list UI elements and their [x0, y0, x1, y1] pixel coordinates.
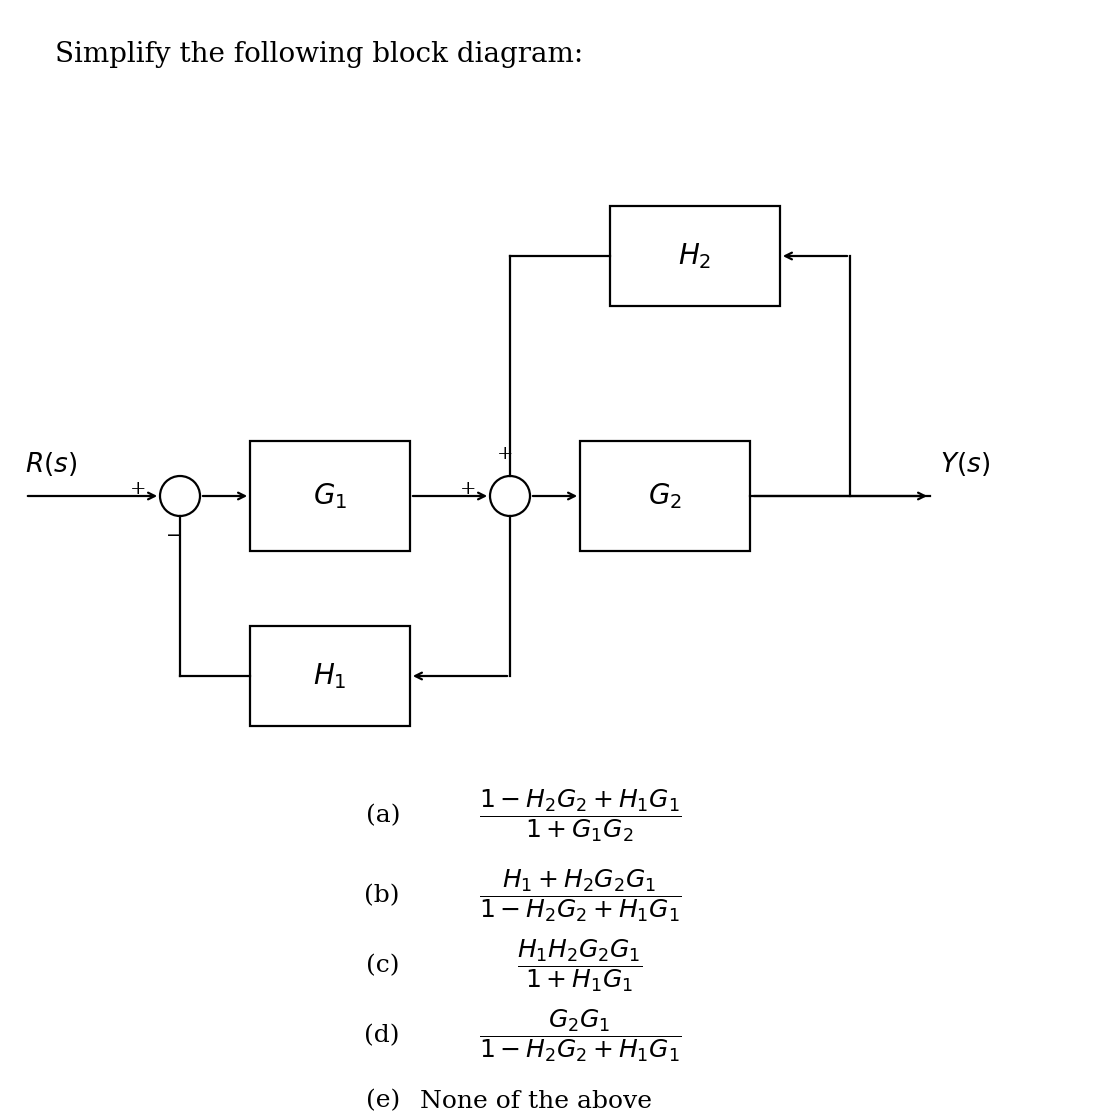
Text: $\dfrac{1-H_2G_2+H_1G_1}{1+G_1G_2}$: $\dfrac{1-H_2G_2+H_1G_1}{1+G_1G_2}$ — [478, 788, 682, 844]
Text: $G_1$: $G_1$ — [313, 481, 347, 511]
Text: None of the above: None of the above — [420, 1089, 652, 1113]
Text: $R(s)$: $R(s)$ — [26, 450, 78, 478]
Text: $\dfrac{H_1H_2G_2G_1}{1+H_1G_1}$: $\dfrac{H_1H_2G_2G_1}{1+H_1G_1}$ — [517, 937, 643, 994]
Text: +: + — [130, 480, 146, 498]
Text: $H_1$: $H_1$ — [313, 661, 347, 691]
Text: (e): (e) — [366, 1089, 400, 1113]
Text: Simplify the following block diagram:: Simplify the following block diagram: — [55, 41, 583, 68]
Text: $H_2$: $H_2$ — [679, 241, 712, 271]
Bar — [250, 626, 410, 727]
Text: $\dfrac{H_1+H_2G_2G_1}{1-H_2G_2+H_1G_1}$: $\dfrac{H_1+H_2G_2G_1}{1-H_2G_2+H_1G_1}$ — [478, 868, 682, 924]
Text: $G_2$: $G_2$ — [648, 481, 682, 511]
Text: (c): (c) — [366, 954, 400, 978]
Text: $-$: $-$ — [165, 525, 181, 543]
Bar — [580, 441, 750, 551]
Text: (d): (d) — [365, 1024, 400, 1048]
Text: $Y(s)$: $Y(s)$ — [940, 450, 990, 478]
Bar — [610, 206, 780, 306]
Text: (a): (a) — [366, 805, 400, 827]
Text: $\dfrac{G_2G_1}{1-H_2G_2+H_1G_1}$: $\dfrac{G_2G_1}{1-H_2G_2+H_1G_1}$ — [478, 1008, 682, 1065]
Text: +: + — [497, 445, 513, 463]
Bar — [250, 441, 410, 551]
Text: (b): (b) — [365, 885, 400, 907]
Text: +: + — [460, 480, 476, 498]
